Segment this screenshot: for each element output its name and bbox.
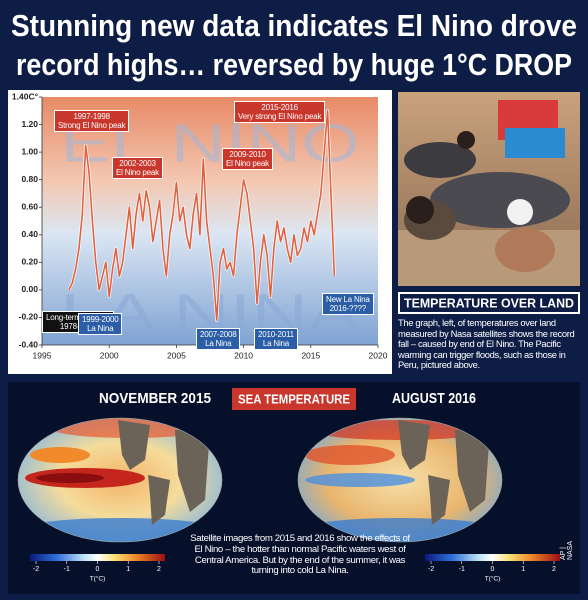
map [18, 418, 222, 542]
colorbar [30, 554, 165, 561]
colorbar-tick-label: 1 [521, 566, 525, 573]
credit: AP | NASA [560, 540, 574, 560]
caption: Satellite images from 2015 and 2016 show… [190, 533, 410, 577]
map-title: AUGUST 2016 [392, 390, 476, 407]
colorbar-tick-label: 2 [157, 566, 161, 573]
photo [398, 92, 580, 286]
annotation: 2010-2011 La Nina [254, 328, 298, 350]
headline: Stunning new data indicates El Nino drov… [11, 8, 577, 43]
headline: record highs… reversed by huge 1°C DROP [16, 47, 572, 82]
annotation: 1999-2000 La Nina [78, 313, 123, 335]
x-tick-label: 2005 [167, 350, 186, 360]
y-tick-label: 1.20 [21, 119, 38, 129]
y-tick-label: 1.40C° [12, 91, 39, 101]
annotation: 1997-1998 Strong El Nino peak [54, 110, 130, 132]
y-tick-label: 0.60 [21, 201, 38, 211]
map-outline [17, 417, 223, 543]
colorbar-tick-label: -1 [459, 566, 465, 573]
colorbar-tick-label: 0 [96, 566, 100, 573]
photo-text: The graph, left, of temperatures over la… [398, 317, 575, 371]
map-title: NOVEMBER 2015 [99, 390, 211, 407]
colorbar-tick-label: 1 [126, 566, 130, 573]
annotation: 2009-2010 El Nino peak [222, 148, 273, 170]
map-outline [297, 417, 503, 543]
x-tick-label: 1995 [33, 350, 52, 360]
y-tick-label: 0.20 [21, 257, 38, 267]
y-tick-label: 1.00 [21, 146, 38, 156]
photo-heading: TEMPERATURE OVER LAND [404, 296, 574, 310]
x-tick-label: 2020 [369, 350, 388, 360]
y-tick-label: -0.20 [19, 312, 39, 322]
y-tick-label: 0.00 [21, 284, 38, 294]
annotation: New La Nina 2016-???? [322, 293, 374, 315]
x-tick-label: 2010 [234, 350, 253, 360]
annotation: 2002-2003 El Nino peak [112, 157, 163, 179]
colorbar-tick-label: -2 [428, 566, 434, 573]
y-tick-label: 0.40 [21, 229, 38, 239]
heading-box [400, 294, 578, 312]
data-line [68, 109, 336, 321]
x-tick-label: 2015 [301, 350, 320, 360]
colorbar-tick-label: 0 [491, 566, 495, 573]
annotation: 2007-2008 La Nina [196, 328, 241, 350]
colorbar [425, 554, 560, 561]
sea-heading: SEA TEMPERATURE [238, 391, 350, 406]
x-tick-label: 2000 [100, 350, 119, 360]
heading-box [232, 388, 356, 410]
y-tick-label: -0.40 [19, 339, 39, 349]
map [298, 418, 502, 542]
colorbar-tick-label: -1 [64, 566, 70, 573]
colorbar-label: T(°C) [90, 575, 106, 583]
colorbar-label: T(°C) [485, 575, 501, 583]
y-tick-label: 0.80 [21, 174, 38, 184]
annotation: 2015-2016 Very strong El Nino peak [234, 101, 326, 123]
colorbar-tick-label: -2 [33, 566, 39, 573]
colorbar-tick-label: 2 [552, 566, 556, 573]
